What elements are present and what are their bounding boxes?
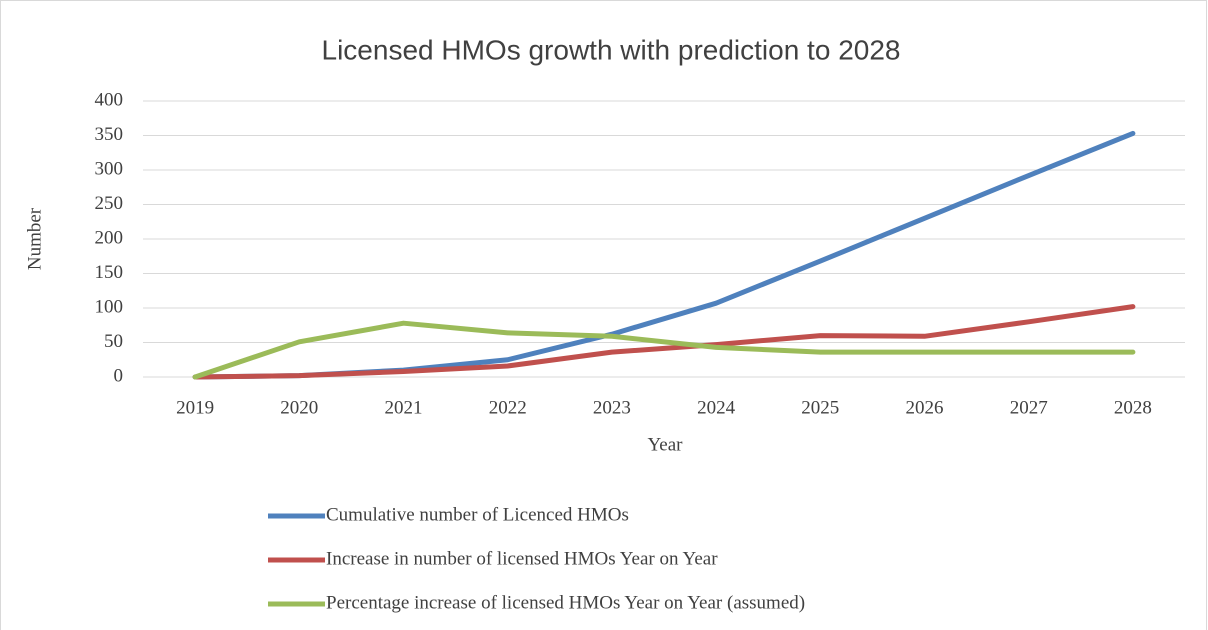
x-tick-label: 2020 [280,397,318,418]
y-tick-label: 50 [104,331,123,352]
x-tick-label: 2026 [906,397,944,418]
chart-title: Licensed HMOs growth with prediction to … [322,34,901,65]
y-tick-label: 300 [95,158,124,179]
series-line [192,304,1136,380]
x-tick-label: 2021 [385,397,423,418]
legend-label: Percentage increase of licensed HMOs Yea… [326,592,805,613]
legend-label: Cumulative number of Licenced HMOs [326,504,629,525]
y-tick-label: 200 [95,227,124,248]
x-tick-label: 2025 [801,397,839,418]
y-axis-label: Number [24,207,45,270]
y-tick-label: 250 [95,193,124,214]
x-tick-label: 2019 [176,397,214,418]
y-tick-label: 350 [95,124,124,145]
x-tick-label: 2027 [1010,397,1048,418]
legend-label: Increase in number of licensed HMOs Year… [326,548,718,569]
x-axis-label: Year [647,434,683,455]
x-tick-label: 2024 [697,397,736,418]
y-tick-label: 150 [95,262,124,283]
x-tick-label: 2023 [593,397,631,418]
series-line [192,320,1136,380]
y-tick-label: 0 [114,365,124,386]
x-tick-label: 2022 [489,397,527,418]
y-tick-label: 400 [95,89,124,110]
y-tick-label: 100 [95,296,124,317]
x-tick-label: 2028 [1114,397,1152,418]
